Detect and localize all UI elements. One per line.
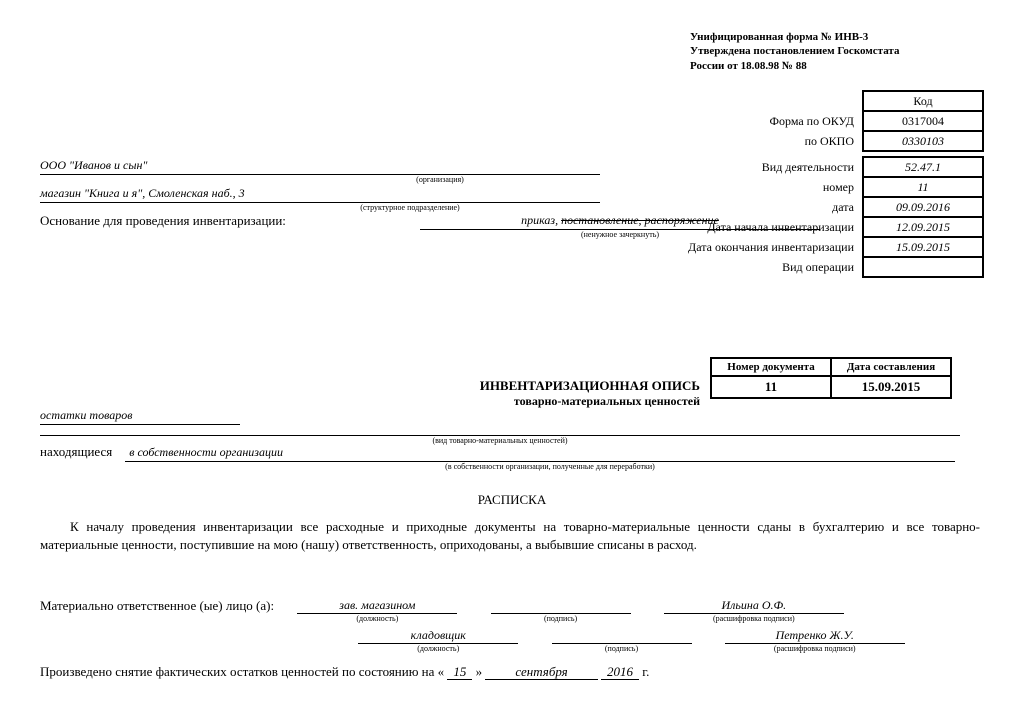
belonging-hint: (в собственности организации, полученные…: [140, 462, 960, 471]
end-val: 15.09.2015: [863, 237, 983, 257]
basis-value: приказ, постановление, распоряжение: [420, 213, 820, 230]
responsible-row-1: Материально ответственное (ые) лицо (а):…: [40, 598, 980, 623]
footer-date-line: Произведено снятие фактических остатков …: [40, 664, 980, 680]
codes-table: Код Форма по ОКУД0317004 по ОКПО0330103 …: [688, 90, 984, 278]
doc-number-table: Номер документаДата составления 1115.09.…: [710, 357, 952, 399]
footer-suffix: г.: [642, 664, 649, 679]
basis-hint: (ненужное зачеркнуть): [420, 230, 820, 239]
org-value: ООО "Иванов и сын": [40, 158, 600, 175]
footer-prefix: Произведено снятие фактических остатков …: [40, 664, 444, 679]
resp-pos-hint1: (должность): [297, 614, 457, 623]
basis-label: Основание для проведения инвентаризации:: [40, 213, 286, 229]
goods-type-value: остатки товаров: [40, 408, 240, 425]
footer-day: 15: [447, 664, 472, 680]
raspiska-title: РАСПИСКА: [0, 492, 1024, 508]
org-hint: (организация): [280, 175, 600, 184]
op-label: Вид операции: [688, 257, 863, 277]
resp-pos2: кладовщик: [358, 628, 518, 644]
docnum-v1: 11: [711, 376, 831, 398]
form-header: Унифицированная форма № ИНВ-3 Утверждена…: [690, 30, 899, 73]
resp-sig2: [552, 628, 692, 644]
okud-label: Форма по ОКУД: [688, 111, 863, 131]
resp-name-hint2: (расшифровка подписи): [725, 644, 905, 653]
footer-year: 2016: [601, 664, 639, 680]
docnum-h1: Номер документа: [711, 358, 831, 376]
resp-pos1: зав. магазином: [297, 598, 457, 614]
raspiska-body: К началу проведения инвентаризации все р…: [40, 518, 980, 554]
resp-sig-hint1: (подпись): [491, 614, 631, 623]
responsible-label: Материально ответственное (ые) лицо (а):: [40, 598, 274, 613]
start-val: 12.09.2015: [863, 217, 983, 237]
activity-label: Вид деятельности: [688, 157, 863, 177]
docnum-v2: 15.09.2015: [831, 376, 951, 398]
op-val: [863, 257, 983, 277]
subdiv-field: магазин "Книга и я", Смоленская наб., 3 …: [40, 186, 600, 212]
resp-name1: Ильина О.Ф.: [664, 598, 844, 614]
header-line1: Унифицированная форма № ИНВ-3: [690, 30, 899, 44]
subdiv-value: магазин "Книга и я", Смоленская наб., 3: [40, 186, 600, 203]
resp-sig-hint2: (подпись): [552, 644, 692, 653]
main-title: ИНВЕНТАРИЗАЦИОННАЯ ОПИСЬ: [360, 378, 700, 394]
docnum-h2: Дата составления: [831, 358, 951, 376]
number-val: 11: [863, 177, 983, 197]
subdiv-hint: (структурное подразделение): [220, 203, 600, 212]
org-field: ООО "Иванов и сын" (организация): [40, 158, 600, 184]
belonging-value: в собственности организации: [125, 445, 955, 462]
resp-sig1: [491, 598, 631, 614]
end-label: Дата окончания инвентаризации: [688, 237, 863, 257]
resp-pos-hint2: (должность): [358, 644, 518, 653]
okud-val: 0317004: [863, 111, 983, 131]
footer-month: сентября: [485, 664, 597, 680]
belonging-field: находящиеся в собственности организации …: [40, 444, 960, 471]
resp-name2: Петренко Ж.У.: [725, 628, 905, 644]
code-header: Код: [863, 91, 983, 111]
basis-field: приказ, постановление, распоряжение (нен…: [420, 213, 820, 239]
okpo-label: по ОКПО: [688, 131, 863, 151]
footer-mid: »: [476, 664, 483, 679]
header-line3: России от 18.08.98 № 88: [690, 59, 899, 73]
responsible-row-2: кладовщик (должность) (подпись) Петренко…: [40, 628, 980, 653]
number-label: номер: [688, 177, 863, 197]
belonging-prefix: находящиеся: [40, 444, 112, 459]
date-val: 09.09.2016: [863, 197, 983, 217]
header-line2: Утверждена постановлением Госкомстата: [690, 44, 899, 58]
sub-title: товарно-материальных ценностей: [360, 394, 700, 409]
resp-name-hint1: (расшифровка подписи): [664, 614, 844, 623]
goods-type-field: остатки товаров (вид товарно-материальны…: [40, 408, 960, 445]
okpo-val: 0330103: [863, 131, 983, 151]
activity-val: 52.47.1: [863, 157, 983, 177]
